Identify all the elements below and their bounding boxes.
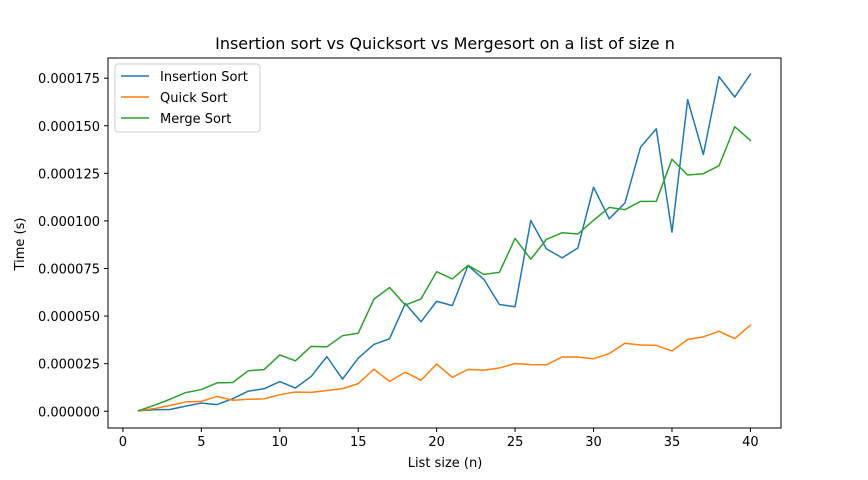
x-tick-label: 15	[350, 435, 367, 450]
x-tick-label: 25	[507, 435, 524, 450]
x-axis: 0 5 10 15 20 25 30 35 40	[119, 428, 759, 450]
legend: Insertion Sort Quick Sort Merge Sort	[114, 63, 261, 133]
x-tick-label: 5	[197, 435, 205, 450]
series-line-insertion-sort	[137, 73, 752, 412]
y-tick-label: 0.000150	[38, 120, 100, 135]
plot-area	[107, 57, 782, 429]
y-tick-label: 0.000000	[38, 405, 100, 420]
y-tick-label: 0.000125	[38, 167, 100, 182]
y-tick-label: 0.000050	[38, 310, 100, 325]
x-tick-label: 10	[272, 435, 289, 450]
x-tick-label: 0	[119, 435, 127, 450]
y-axis-label: Time (s)	[13, 218, 28, 272]
x-tick-label: 30	[585, 435, 602, 450]
y-tick-label: 0.000075	[38, 263, 100, 278]
legend-label-merge-sort: Merge Sort	[160, 112, 231, 127]
series-line-merge-sort	[137, 125, 752, 412]
axes-frame	[107, 57, 782, 429]
series-layer	[137, 73, 752, 412]
y-tick-label: 0.000100	[38, 215, 100, 230]
y-tick-label: 0.000175	[38, 72, 100, 87]
x-tick-label: 40	[742, 435, 759, 450]
legend-label-insertion-sort: Insertion Sort	[160, 70, 248, 85]
x-tick-label: 20	[428, 435, 445, 450]
x-tick-label: 35	[664, 435, 681, 450]
chart-title: Insertion sort vs Quicksort vs Mergesort…	[215, 34, 675, 53]
legend-box	[114, 63, 261, 133]
legend-label-quick-sort: Quick Sort	[160, 91, 228, 106]
x-axis-label: List size (n)	[408, 456, 483, 471]
y-tick-label: 0.000025	[38, 358, 100, 373]
y-axis: 0.000000 0.000025 0.000050 0.000075 0.000100…	[38, 72, 108, 420]
series-line-quick-sort	[137, 324, 752, 412]
